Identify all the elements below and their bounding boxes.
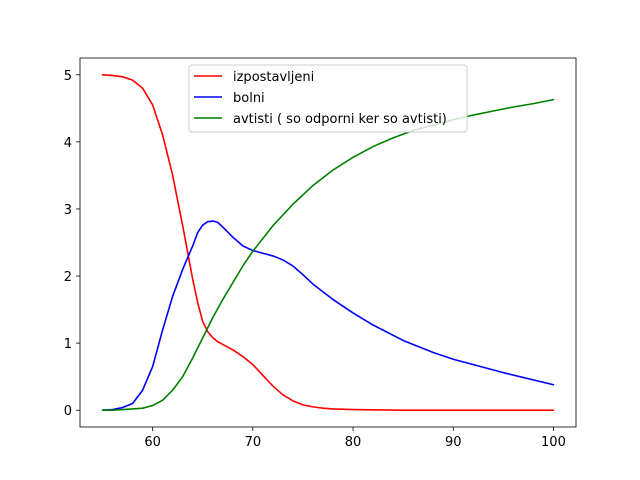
x-tick-label: 100 <box>541 435 566 450</box>
legend-label-2: bolni <box>233 91 265 106</box>
y-tick-label: 5 <box>64 69 72 84</box>
y-tick-label: 0 <box>64 404 72 419</box>
legend-label-3: avtisti ( so odporni ker so avtisti) <box>233 112 447 127</box>
y-axis: 0 1 2 3 4 5 <box>64 69 80 419</box>
y-tick-label: 1 <box>64 337 72 352</box>
x-tick-label: 80 <box>345 435 362 450</box>
x-tick-label: 70 <box>245 435 262 450</box>
legend-label-1: izpostavljeni <box>233 70 314 85</box>
y-tick-label: 3 <box>64 203 72 218</box>
x-tick-label: 90 <box>445 435 462 450</box>
y-tick-label: 4 <box>64 136 72 151</box>
series-line-1 <box>101 73 555 412</box>
x-axis: 60 70 80 90 100 <box>144 427 566 450</box>
plot-area-frame <box>79 57 577 428</box>
series-line-2 <box>101 220 555 412</box>
legend: izpostavljeni bolni avtisti ( so odporni k… <box>188 64 468 133</box>
legend-box <box>188 64 468 133</box>
y-tick-label: 2 <box>64 270 72 285</box>
x-tick-label: 60 <box>144 435 161 450</box>
